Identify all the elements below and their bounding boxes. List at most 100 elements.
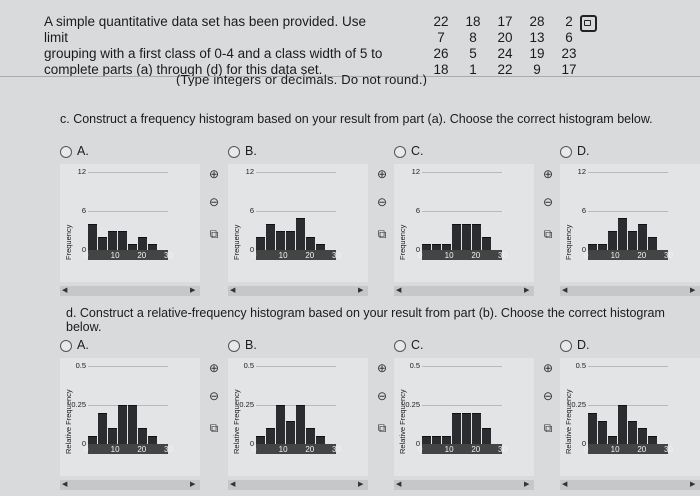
scroll-left-arrow[interactable]: ◀ <box>62 481 68 488</box>
option-radio[interactable] <box>394 146 406 158</box>
zoom-in-icon[interactable]: ⊕ <box>208 361 220 375</box>
x-tick-label: 20 <box>305 251 315 260</box>
scroll-left-arrow[interactable]: ◀ <box>230 287 236 294</box>
zoom-out-icon[interactable]: ⊖ <box>376 195 388 209</box>
histogram-bar <box>128 405 137 445</box>
option-radio[interactable] <box>560 146 572 158</box>
expand-icon[interactable]: ⧉ <box>209 227 219 241</box>
x-tick-label: 0 <box>418 445 423 454</box>
histogram-bar <box>628 230 637 251</box>
scrollbar[interactable] <box>560 286 700 296</box>
y-tick-label: 12 <box>411 167 420 176</box>
zoom-in-icon[interactable]: ⊕ <box>208 167 220 181</box>
zoom-out-icon[interactable]: ⊖ <box>542 389 554 403</box>
y-axis-label: Frequency <box>398 224 407 260</box>
part-c-question: c. Construct a frequency histogram based… <box>60 112 653 126</box>
gridline <box>588 172 668 173</box>
scrollbar[interactable] <box>60 480 200 490</box>
problem-line: complete parts (a) through (d) for this … <box>44 62 323 77</box>
scrollbar[interactable] <box>60 286 200 296</box>
problem-line: A simple quantitative data set has been … <box>44 14 366 45</box>
zoom-out-icon[interactable]: ⊖ <box>542 195 554 209</box>
histogram-bar <box>108 230 117 251</box>
expand-icon[interactable]: ⧉ <box>377 421 387 435</box>
y-tick-label: 0.5 <box>243 361 254 370</box>
scroll-left-arrow[interactable]: ◀ <box>396 481 402 488</box>
histogram-bar <box>316 436 325 445</box>
option-letter: A. <box>77 144 89 158</box>
zoom-out-icon[interactable]: ⊖ <box>208 195 220 209</box>
y-tick-label: 0.25 <box>571 400 586 409</box>
y-tick-label: 0.5 <box>409 361 420 370</box>
scrollbar[interactable] <box>228 480 368 490</box>
zoom-in-icon[interactable]: ⊕ <box>376 361 388 375</box>
histogram-bar <box>276 405 285 445</box>
option-letter: C. <box>411 338 424 352</box>
y-tick-label: 12 <box>577 167 586 176</box>
expand-icon[interactable]: ⧉ <box>209 421 219 435</box>
gridline <box>256 366 336 367</box>
data-value: 22 <box>433 14 449 29</box>
scroll-right-arrow[interactable]: ▶ <box>190 287 196 294</box>
scroll-right-arrow[interactable]: ▶ <box>690 481 696 488</box>
y-axis-label: Frequency <box>232 224 241 260</box>
data-value: 1 <box>469 62 477 77</box>
gridline <box>588 366 668 367</box>
histogram-bar <box>286 420 295 445</box>
copy-icon[interactable] <box>580 15 597 32</box>
scroll-left-arrow[interactable]: ◀ <box>562 287 568 294</box>
y-tick-label: 6 <box>581 206 586 215</box>
option-letter: A. <box>77 338 89 352</box>
divider <box>0 76 700 77</box>
zoom-in-icon[interactable]: ⊕ <box>542 167 554 181</box>
histogram-bar <box>98 237 107 251</box>
histogram-bar <box>108 428 117 445</box>
x-axis <box>422 250 502 260</box>
scroll-left-arrow[interactable]: ◀ <box>396 287 402 294</box>
option-radio[interactable] <box>228 146 240 158</box>
histogram-bar <box>266 428 275 445</box>
y-tick-label: 0.25 <box>71 400 86 409</box>
scroll-right-arrow[interactable]: ▶ <box>358 481 364 488</box>
scroll-right-arrow[interactable]: ▶ <box>524 287 530 294</box>
scroll-left-arrow[interactable]: ◀ <box>62 287 68 294</box>
scroll-right-arrow[interactable]: ▶ <box>358 287 364 294</box>
y-tick-label: 12 <box>245 167 254 176</box>
scroll-right-arrow[interactable]: ▶ <box>190 481 196 488</box>
expand-icon[interactable]: ⧉ <box>543 227 553 241</box>
gridline <box>256 211 336 212</box>
histogram-bar <box>442 243 451 251</box>
option-radio[interactable] <box>394 340 406 352</box>
zoom-out-icon[interactable]: ⊖ <box>208 389 220 403</box>
x-tick-label: 10 <box>610 445 620 454</box>
scrollbar[interactable] <box>394 480 534 490</box>
option-radio[interactable] <box>60 340 72 352</box>
y-tick-label: 0.5 <box>575 361 586 370</box>
scrollbar[interactable] <box>560 480 700 490</box>
histogram-bar <box>452 412 461 445</box>
x-tick-label: 30 <box>164 251 173 260</box>
expand-icon[interactable]: ⧉ <box>543 421 553 435</box>
data-value: 9 <box>533 62 541 77</box>
data-value: 7 <box>437 30 445 45</box>
scrollbar[interactable] <box>228 286 368 296</box>
histogram-bar <box>88 436 97 445</box>
option-radio[interactable] <box>560 340 572 352</box>
scrollbar[interactable] <box>394 286 534 296</box>
x-tick-label: 10 <box>610 251 620 260</box>
option-radio[interactable] <box>228 340 240 352</box>
x-tick-label: 20 <box>305 445 315 454</box>
scroll-right-arrow[interactable]: ▶ <box>690 287 696 294</box>
x-tick-label: 0 <box>84 445 89 454</box>
scroll-left-arrow[interactable]: ◀ <box>230 481 236 488</box>
chart-panel <box>394 164 534 282</box>
scroll-right-arrow[interactable]: ▶ <box>524 481 530 488</box>
zoom-out-icon[interactable]: ⊖ <box>376 389 388 403</box>
x-tick-label: 10 <box>444 445 454 454</box>
histogram-bar <box>296 217 305 251</box>
zoom-in-icon[interactable]: ⊕ <box>376 167 388 181</box>
scroll-left-arrow[interactable]: ◀ <box>562 481 568 488</box>
zoom-in-icon[interactable]: ⊕ <box>542 361 554 375</box>
option-radio[interactable] <box>60 146 72 158</box>
expand-icon[interactable]: ⧉ <box>377 227 387 241</box>
